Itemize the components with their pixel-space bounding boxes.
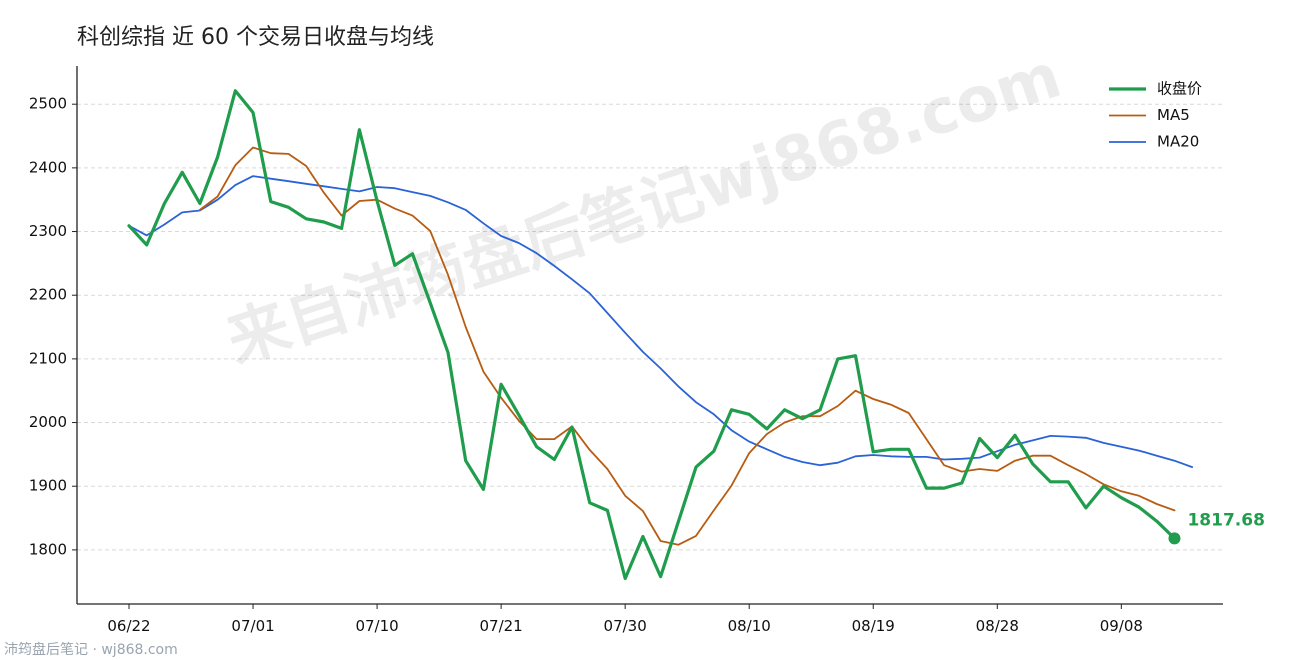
x-tick-label-1: 07/01 bbox=[231, 617, 274, 635]
x-tick-label-0: 06/22 bbox=[107, 617, 150, 635]
y-axis-ticks: 1800 1900 2000 2100 2200 2300 2400 2500 bbox=[29, 95, 77, 558]
last-point-marker bbox=[1168, 532, 1181, 545]
x-tick-label-4: 07/30 bbox=[604, 617, 647, 635]
y-tick-label-4: 2200 bbox=[29, 286, 67, 304]
axes bbox=[76, 66, 1223, 605]
x-tick-label-2: 07/10 bbox=[355, 617, 398, 635]
watermark-footer: 沛筠盘后笔记 · wj868.com bbox=[4, 641, 178, 658]
y-tick-label-7: 2500 bbox=[29, 95, 67, 113]
legend: 收盘价 MA5 MA20 bbox=[1109, 80, 1202, 151]
y-tick-label-6: 2400 bbox=[29, 158, 67, 176]
y-tick-label-3: 2100 bbox=[29, 349, 67, 367]
x-axis-ticks: 06/22 07/01 07/10 07/21 07/30 08/10 08/19 08/28… bbox=[107, 604, 1143, 635]
series-line-2 bbox=[128, 175, 1194, 468]
y-tick-label-0: 1800 bbox=[29, 540, 67, 558]
legend-label-0: 收盘价 bbox=[1157, 80, 1202, 98]
last-value-label: 1817.68 bbox=[1187, 510, 1264, 530]
y-tick-label-5: 2300 bbox=[29, 222, 67, 240]
x-tick-label-7: 08/28 bbox=[976, 617, 1019, 635]
x-tick-label-8: 09/08 bbox=[1100, 617, 1143, 635]
legend-label-2: MA20 bbox=[1157, 133, 1199, 151]
grid-lines bbox=[77, 103, 1223, 551]
x-tick-label-5: 08/10 bbox=[728, 617, 771, 635]
series-lines bbox=[127, 89, 1194, 581]
x-tick-label-6: 08/19 bbox=[852, 617, 895, 635]
last-point: 1817.68 bbox=[1168, 510, 1265, 545]
y-tick-label-1: 1900 bbox=[29, 477, 67, 495]
chart-title: 科创综指 近 60 个交易日收盘与均线 bbox=[77, 25, 434, 50]
y-tick-label-2: 2000 bbox=[29, 413, 67, 431]
legend-label-1: MA5 bbox=[1157, 106, 1190, 124]
x-tick-label-3: 07/21 bbox=[480, 617, 523, 635]
series-line-0 bbox=[127, 89, 1177, 581]
series-line-1 bbox=[199, 146, 1176, 546]
